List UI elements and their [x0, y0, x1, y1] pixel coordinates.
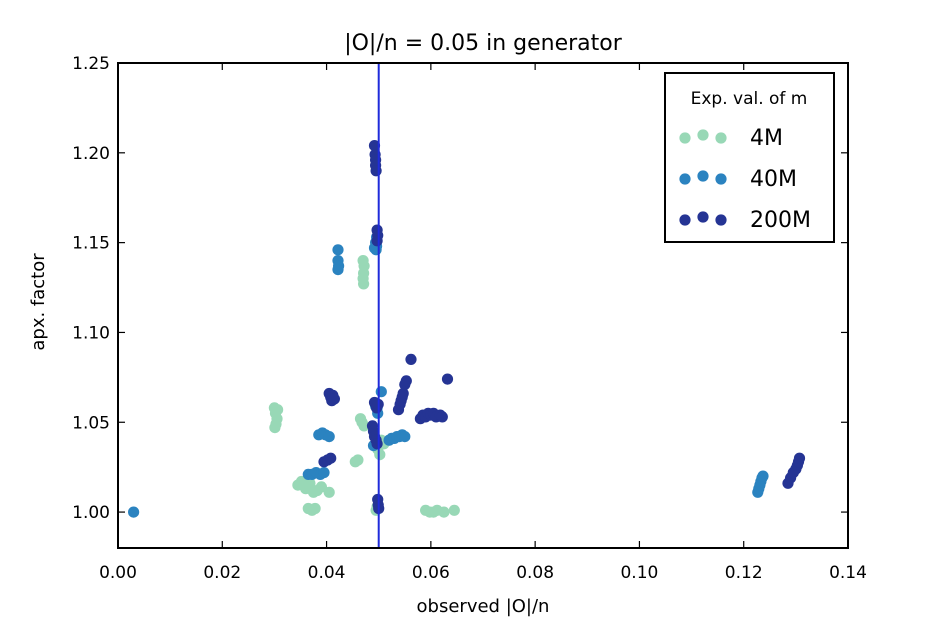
point-4m	[323, 486, 335, 498]
point-40m	[318, 467, 330, 479]
y-tick-label: 1.10	[72, 323, 110, 343]
plot-frame	[117, 62, 849, 549]
x-tick-label: 0.14	[829, 563, 867, 583]
point-200m	[397, 387, 409, 400]
point-4m	[309, 502, 321, 515]
point-40m	[128, 506, 140, 518]
point-4m	[315, 481, 327, 493]
x-tick-label: 0.10	[620, 563, 658, 583]
point-40m	[332, 244, 344, 256]
point-4m	[438, 506, 450, 518]
point-200m	[370, 165, 382, 177]
legend-entry-200m: 200M	[679, 208, 811, 233]
x-tick-label: 0.08	[516, 563, 554, 583]
point-200m	[371, 235, 383, 247]
legend-marker-40m	[679, 173, 691, 185]
legend-marker-40m	[697, 170, 709, 182]
legend-marker-200m	[679, 214, 691, 226]
point-40m	[399, 431, 411, 443]
y-axis-label: apx. factor	[28, 253, 49, 351]
point-200m	[436, 411, 448, 423]
y-tick-label: 1.25	[72, 54, 110, 74]
point-4m	[304, 477, 316, 489]
plot-area	[117, 62, 849, 549]
point-4m	[352, 454, 364, 466]
legend: Exp. val. of m 4M 40M 200M	[664, 72, 835, 243]
legend-title: Exp. val. of m	[691, 89, 808, 109]
chart-title: |O|/n = 0.05 in generator	[344, 31, 623, 56]
x-tick-label: 0.02	[203, 563, 241, 583]
data-points	[128, 140, 806, 518]
x-tick-label: 0.04	[308, 563, 346, 583]
x-axis-label: observed |O|/n	[417, 596, 550, 617]
point-200m	[400, 375, 412, 387]
point-200m	[405, 353, 417, 365]
x-tick-label: 0.00	[99, 563, 137, 583]
y-tick-label: 1.05	[72, 413, 110, 433]
point-40m	[375, 386, 387, 398]
point-4m	[448, 504, 460, 516]
legend-marker-200m	[715, 214, 727, 226]
x-tick-label: 0.06	[412, 563, 450, 583]
y-tick-label: 1.00	[72, 503, 110, 523]
legend-label-200m: 200M	[750, 208, 811, 233]
legend-label-40m: 40M	[750, 167, 797, 192]
legend-label-4m: 4M	[750, 126, 783, 151]
point-200m	[793, 452, 806, 464]
point-40m	[323, 431, 335, 443]
point-200m	[328, 393, 340, 405]
legend-entry-40m: 40M	[679, 167, 797, 192]
point-200m	[325, 452, 337, 464]
y-axis-ticks: 1.00 1.05 1.10 1.15 1.20 1.25	[72, 54, 848, 523]
legend-entry-4m: 4M	[679, 126, 783, 151]
point-4m	[272, 404, 284, 416]
point-200m	[441, 373, 454, 385]
legend-marker-4m	[715, 132, 727, 144]
point-4m	[374, 449, 386, 461]
point-200m	[371, 438, 383, 450]
y-tick-label: 1.15	[72, 234, 110, 254]
point-40m	[757, 470, 769, 482]
legend-box	[664, 72, 835, 243]
legend-marker-4m	[697, 129, 709, 141]
point-200m	[368, 140, 381, 152]
x-axis-ticks: 0.00 0.02 0.04 0.06 0.08 0.10 0.12 0.14	[99, 63, 867, 583]
x-tick-label: 0.12	[725, 563, 763, 583]
legend-marker-4m	[679, 132, 691, 144]
point-40m	[332, 264, 344, 276]
point-4m	[358, 278, 370, 290]
point-4m	[358, 420, 370, 432]
legend-marker-200m	[697, 211, 709, 223]
y-tick-label: 1.20	[72, 144, 110, 164]
point-4m	[269, 422, 281, 434]
legend-marker-40m	[715, 173, 727, 185]
